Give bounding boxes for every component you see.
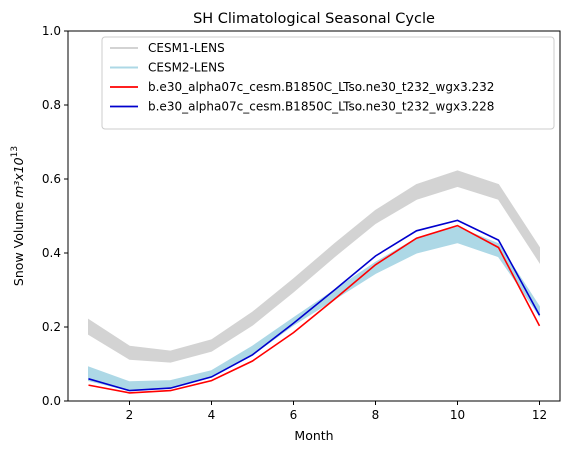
x-tick-label: 12 bbox=[532, 408, 547, 422]
x-tick-label: 8 bbox=[372, 408, 380, 422]
y-axis: 0.0 0.2 0.4 0.6 0.8 1.0 bbox=[42, 24, 68, 408]
series-band-cesm1-lens bbox=[88, 170, 540, 363]
y-tick-label: 1.0 bbox=[42, 24, 61, 38]
x-tick-label: 4 bbox=[208, 408, 216, 422]
legend-label-b-e30-alpha07c-cesm-b1850c-ltso-ne30-t232-wgx3-228: b.e30_alpha07c_cesm.B1850C_LTso.ne30_t23… bbox=[148, 100, 494, 114]
plot-frame bbox=[67, 30, 561, 402]
legend-label-cesm2-lens: CESM2-LENS bbox=[148, 61, 225, 75]
series-line-b-e30-alpha07c-cesm-b1850c-ltso-ne30-t232-wgx3-228 bbox=[88, 219, 541, 392]
y-tick-label: 0.8 bbox=[42, 98, 61, 112]
chart-title: SH Climatological Seasonal Cycle bbox=[193, 11, 435, 27]
y-axis-title-unit: m³x10 bbox=[11, 157, 26, 198]
y-axis-title: Snow Volume m³x1013 bbox=[10, 146, 26, 286]
y-tick-label: 0.2 bbox=[42, 320, 61, 334]
y-tick-label: 0.0 bbox=[42, 394, 61, 408]
y-tick-label: 0.4 bbox=[42, 246, 61, 260]
x-tick-label: 6 bbox=[290, 408, 298, 422]
legend-items: CESM1-LENS CESM2-LENS b.e30_alpha07c_cesm.… bbox=[110, 41, 494, 114]
legend-label-b-e30-alpha07c-cesm-b1850c-ltso-ne30-t232-wgx3-232: b.e30_alpha07c_cesm.B1850C_LTso.ne30_t23… bbox=[148, 80, 494, 94]
plot-area bbox=[88, 170, 541, 394]
series-band-cesm2-lens bbox=[88, 226, 540, 392]
x-tick-label: 10 bbox=[450, 408, 465, 422]
x-axis: 2 4 6 8 10 12 bbox=[126, 401, 547, 422]
y-axis-title-main: Snow Volume bbox=[11, 198, 26, 286]
legend-label-cesm1-lens: CESM1-LENS bbox=[148, 41, 225, 55]
legend: CESM1-LENS CESM2-LENS b.e30_alpha07c_cesm.… bbox=[101, 36, 555, 130]
x-axis-title: Month bbox=[294, 428, 333, 443]
y-tick-label: 0.6 bbox=[42, 172, 61, 186]
x-tick-label: 2 bbox=[126, 408, 134, 422]
y-axis-title-exponent: 13 bbox=[10, 146, 20, 157]
series-line-b-e30-alpha07c-cesm-b1850c-ltso-ne30-t232-wgx3-232 bbox=[88, 224, 541, 394]
legend-frame bbox=[101, 36, 555, 130]
